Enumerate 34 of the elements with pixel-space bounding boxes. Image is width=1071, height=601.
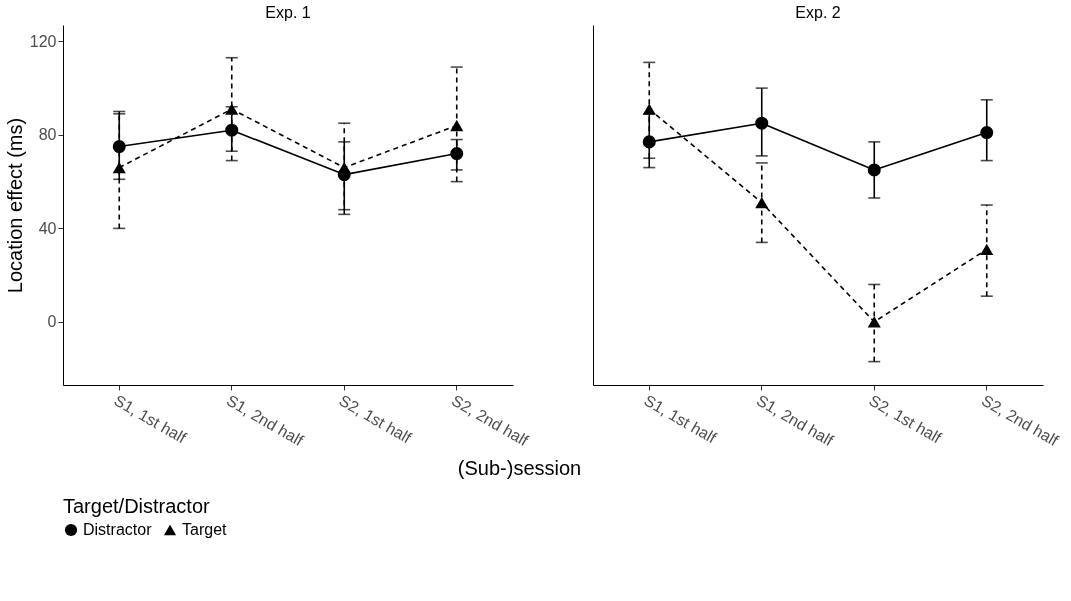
- point: [980, 243, 994, 256]
- y-tick-label: 80: [38, 126, 57, 144]
- x-tick-label: S2, 1st half: [336, 391, 415, 447]
- point: [225, 123, 239, 137]
- point: [867, 316, 881, 328]
- x-tick-label: S1, 1st half: [641, 391, 720, 447]
- point: [642, 103, 656, 115]
- y-tick-label: 120: [29, 32, 57, 50]
- point: [112, 161, 126, 174]
- chart-title: Exp. 2: [795, 4, 841, 21]
- x-tick-label: S2, 2nd half: [978, 391, 1062, 450]
- chart-title: Exp. 1: [265, 4, 311, 21]
- point: [337, 161, 351, 174]
- legend-label: Target: [182, 521, 228, 538]
- y-axis-title: Location effect (ms): [3, 117, 26, 294]
- legend-label: Distractor: [83, 521, 153, 538]
- x-tick-label: S2, 2nd half: [448, 391, 532, 450]
- x-tick-label: S1, 2nd half: [223, 391, 307, 450]
- point: [225, 103, 239, 115]
- point: [112, 140, 126, 154]
- y-tick-label: 40: [38, 219, 57, 237]
- point: [450, 119, 464, 132]
- x-tick-label: S1, 1st half: [111, 391, 190, 447]
- x-axis-title: (Sub-)session: [457, 457, 582, 480]
- point: [980, 126, 994, 140]
- point: [755, 116, 769, 130]
- x-tick-label: S1, 2nd half: [753, 391, 837, 450]
- point: [867, 163, 881, 177]
- legend-title: Target/Distractor: [63, 495, 211, 517]
- point: [642, 135, 656, 149]
- x-tick-label: S2, 1st half: [866, 391, 945, 447]
- point: [450, 147, 464, 161]
- point: [755, 197, 769, 209]
- y-tick-label: 0: [47, 313, 57, 331]
